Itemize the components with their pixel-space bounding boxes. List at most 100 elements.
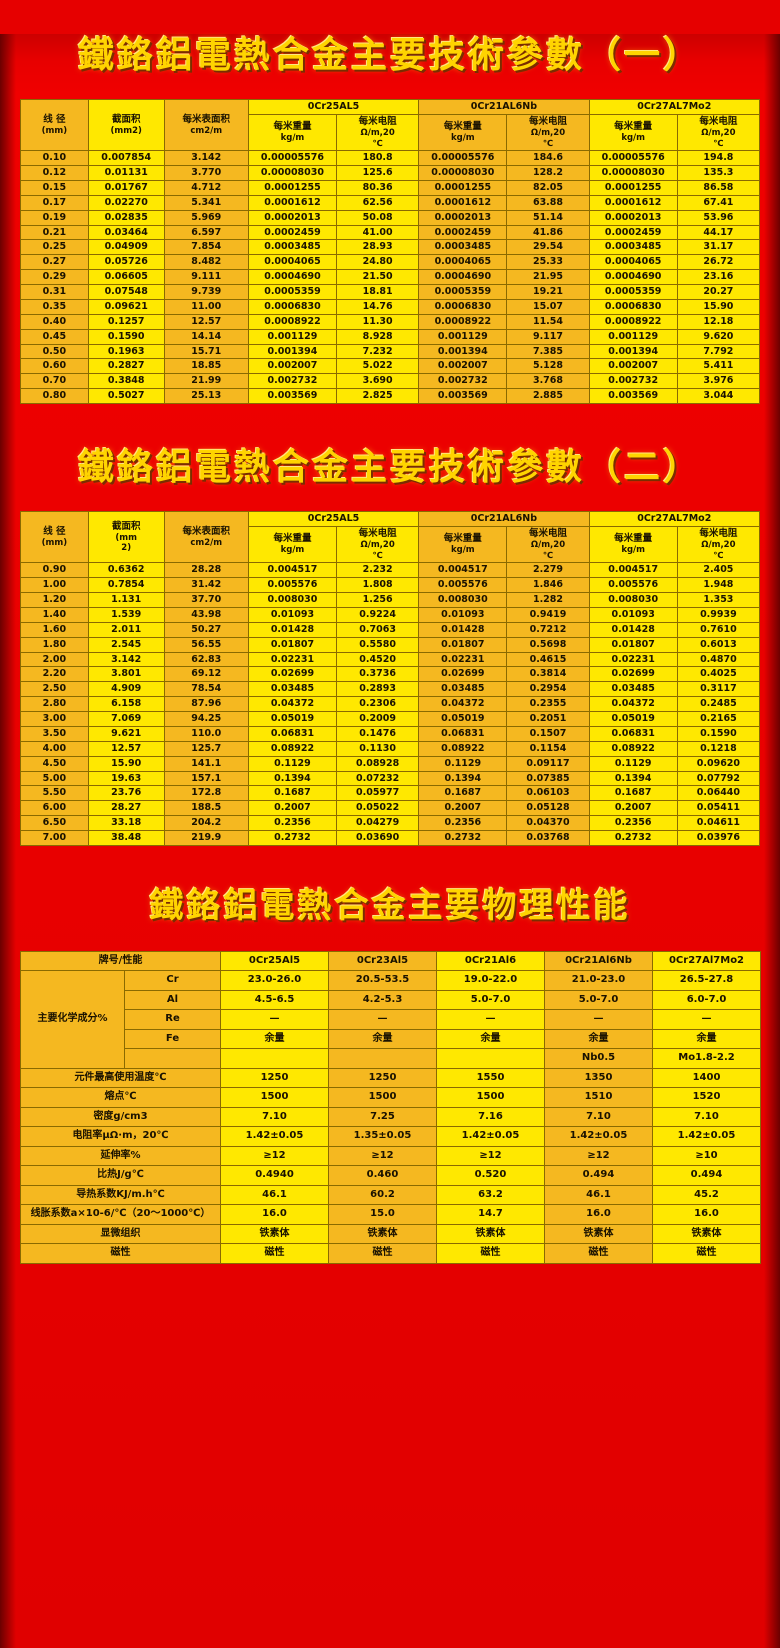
cell-resistance-alloy-0: 11.30 <box>336 313 420 330</box>
table-one-header: 线 径 (mm) 截面积 (mm2) 每米表面积 cm2/m 0Cr25AL5 … <box>20 99 761 152</box>
cell-diameter: 0.25 <box>20 239 89 256</box>
cell-surface: 78.54 <box>163 681 249 698</box>
table-row: 2.00 3.142 62.83 0.02231 0.4520 0.02231 0.4615… <box>20 651 761 668</box>
cell-weight-alloy-0: 0.003569 <box>247 388 338 405</box>
wire-table-two-wrapper: 线 径 (mm) 截面积 (mm 2) 每米表面积 cm2/m 0Cr25AL5… <box>0 511 780 846</box>
cell-weight-alloy-1: 0.01093 <box>418 606 508 623</box>
unit2-resistance-1: ℃ <box>542 550 554 561</box>
cell-area: 2.011 <box>87 621 165 638</box>
cell-weight-alloy-2: 0.1687 <box>588 785 678 802</box>
table-row: 0.29 0.06605 9.111 0.0004690 21.50 0.0004690 2… <box>20 269 761 286</box>
cell-weight-alloy-1: 0.004517 <box>418 562 508 579</box>
table-row: 1.40 1.539 43.98 0.01093 0.9224 0.01093 0.9419… <box>20 606 761 623</box>
cell-area: 4.909 <box>87 681 165 698</box>
table-row: 1.00 0.7854 31.42 0.005576 1.808 0.005576 1.84… <box>20 577 761 593</box>
cell-resistance-alloy-1: 0.3814 <box>506 666 590 683</box>
cell-resistance-alloy-0: 0.1130 <box>336 740 420 757</box>
cell-area: 0.1963 <box>87 343 165 360</box>
cell-area: 1.131 <box>87 592 165 608</box>
cell-weight-alloy-2: 0.02231 <box>588 651 678 668</box>
cell-weight-alloy-2: 0.06831 <box>588 725 678 742</box>
property-value-cell: 7.25 <box>328 1106 437 1128</box>
cell-resistance-alloy-0: 24.80 <box>336 254 420 271</box>
cell-diameter: 7.00 <box>20 830 89 846</box>
table-row: 0.60 0.2827 18.85 0.002007 5.022 0.002007 5.12… <box>20 358 761 375</box>
cell-weight-alloy-1: 0.08922 <box>418 740 508 757</box>
chem-value-cell: 4.2-5.3 <box>328 989 437 1011</box>
property-value-cell: 46.1 <box>220 1184 329 1206</box>
cell-surface: 31.42 <box>163 577 249 593</box>
cell-resistance-alloy-1: 9.117 <box>506 328 590 345</box>
cell-resistance-alloy-0: 0.3736 <box>336 666 420 683</box>
table-row: 6.50 33.18 204.2 0.2356 0.04279 0.2356 0.04370… <box>20 815 761 831</box>
table-row: Nb0.5 Mo1.8-2.2 <box>21 1048 761 1069</box>
cell-diameter: 0.19 <box>20 209 89 226</box>
property-value-cell: 1400 <box>652 1067 761 1089</box>
header-resistance-alloy-0: 每米电阻 Ω/m,20 ℃ <box>336 526 420 564</box>
cell-resistance-alloy-2: 23.16 <box>676 269 761 286</box>
table-two-body: 0.90 0.6362 28.28 0.004517 2.232 0.004517 2.27… <box>20 562 761 846</box>
cell-resistance-alloy-0: 7.232 <box>336 343 420 360</box>
unit2-resistance-2: ℃ <box>713 138 724 149</box>
cell-diameter: 0.31 <box>20 284 89 300</box>
header-weight-alloy-0: 每米重量 kg/m <box>247 526 338 564</box>
property-value-cell: 60.2 <box>328 1184 437 1206</box>
cell-diameter: 0.12 <box>20 165 89 181</box>
property-value-cell: 磁性 <box>436 1243 545 1264</box>
table-two-header: 线 径 (mm) 截面积 (mm 2) 每米表面积 cm2/m 0Cr25AL5… <box>20 511 761 564</box>
label-weight-1: 每米重量 <box>443 121 482 133</box>
cell-resistance-alloy-2: 2.405 <box>676 562 761 579</box>
header-resistance-alloy-0: 每米电阻 Ω/m,20 ℃ <box>336 114 420 152</box>
property-value-cell: 1250 <box>328 1067 437 1089</box>
cell-resistance-alloy-2: 3.044 <box>676 388 761 405</box>
header-weight-alloy-2: 每米重量 kg/m <box>588 114 678 152</box>
property-value-cell: 1.42±0.05 <box>220 1126 329 1147</box>
unit2-resistance-0: ℃ <box>372 138 383 149</box>
cell-surface: 157.1 <box>163 770 249 787</box>
cell-resistance-alloy-2: 0.04611 <box>676 815 761 831</box>
cell-weight-alloy-1: 0.002007 <box>418 358 508 375</box>
header-surface-unit: cm2/m <box>190 125 223 136</box>
cell-weight-alloy-0: 0.0008922 <box>247 313 338 330</box>
cell-resistance-alloy-2: 31.17 <box>676 239 761 256</box>
cell-weight-alloy-2: 0.2007 <box>588 800 678 817</box>
cell-weight-alloy-0: 0.0002459 <box>247 224 338 241</box>
header-diameter: 线 径 (mm) <box>20 99 89 152</box>
cell-resistance-alloy-1: 1.282 <box>506 592 590 608</box>
cell-resistance-alloy-0: 0.04279 <box>336 815 420 831</box>
bottom-spacer <box>0 1264 780 1282</box>
cell-resistance-alloy-1: 2.279 <box>506 562 590 579</box>
label-resistance-1: 每米电阻 <box>528 116 567 128</box>
page-title-table-two: 鐵鉻鋁電熱合金主要技術參數（二） <box>77 446 702 489</box>
cell-resistance-alloy-1: 0.2954 <box>506 681 590 698</box>
cell-surface: 3.142 <box>163 150 249 167</box>
cell-diameter: 0.70 <box>20 373 89 390</box>
cell-diameter: 4.00 <box>20 740 89 757</box>
header-area: 截面积 (mm 2) <box>87 511 165 564</box>
cell-resistance-alloy-2: 0.9939 <box>676 606 761 623</box>
cell-weight-alloy-2: 0.0001255 <box>588 179 678 196</box>
unit-resistance-1: Ω/m,20 <box>530 540 566 550</box>
table-row: 2.80 6.158 87.96 0.04372 0.2306 0.04372 0.2355… <box>20 696 761 712</box>
cell-surface: 5.969 <box>163 209 249 226</box>
cell-diameter: 0.90 <box>20 562 89 579</box>
header-area-unit-line2: 2) <box>121 543 132 554</box>
cell-diameter: 3.50 <box>20 725 89 742</box>
cell-resistance-alloy-1: 2.885 <box>506 388 590 405</box>
label-resistance-0: 每米电阻 <box>358 116 397 128</box>
chem-value-cell: 余量 <box>436 1028 545 1050</box>
cell-weight-alloy-2: 0.1394 <box>588 770 678 787</box>
cell-weight-alloy-0: 0.06831 <box>247 725 338 742</box>
cell-weight-alloy-0: 0.02699 <box>247 666 338 683</box>
chem-value-cell: 5.0-7.0 <box>436 989 545 1011</box>
cell-resistance-alloy-1: 0.04370 <box>506 815 590 831</box>
property-value-cell: 0.494 <box>652 1165 761 1186</box>
header-alloy-1: 0Cr21AL6Nb <box>418 99 590 116</box>
label-resistance-0: 每米电阻 <box>358 528 397 540</box>
header-row-measures: 每米重量 kg/m 每米电阻 Ω/m,20 ℃ 每米重量 kg/m 每米电阻 Ω… <box>21 114 761 152</box>
header-diameter: 线 径 (mm) <box>20 511 89 564</box>
cell-area: 23.76 <box>87 785 165 802</box>
property-label: 磁性 <box>20 1243 221 1264</box>
header-diameter-unit: (mm) <box>41 537 68 548</box>
label-weight-2: 每米重量 <box>614 533 653 545</box>
